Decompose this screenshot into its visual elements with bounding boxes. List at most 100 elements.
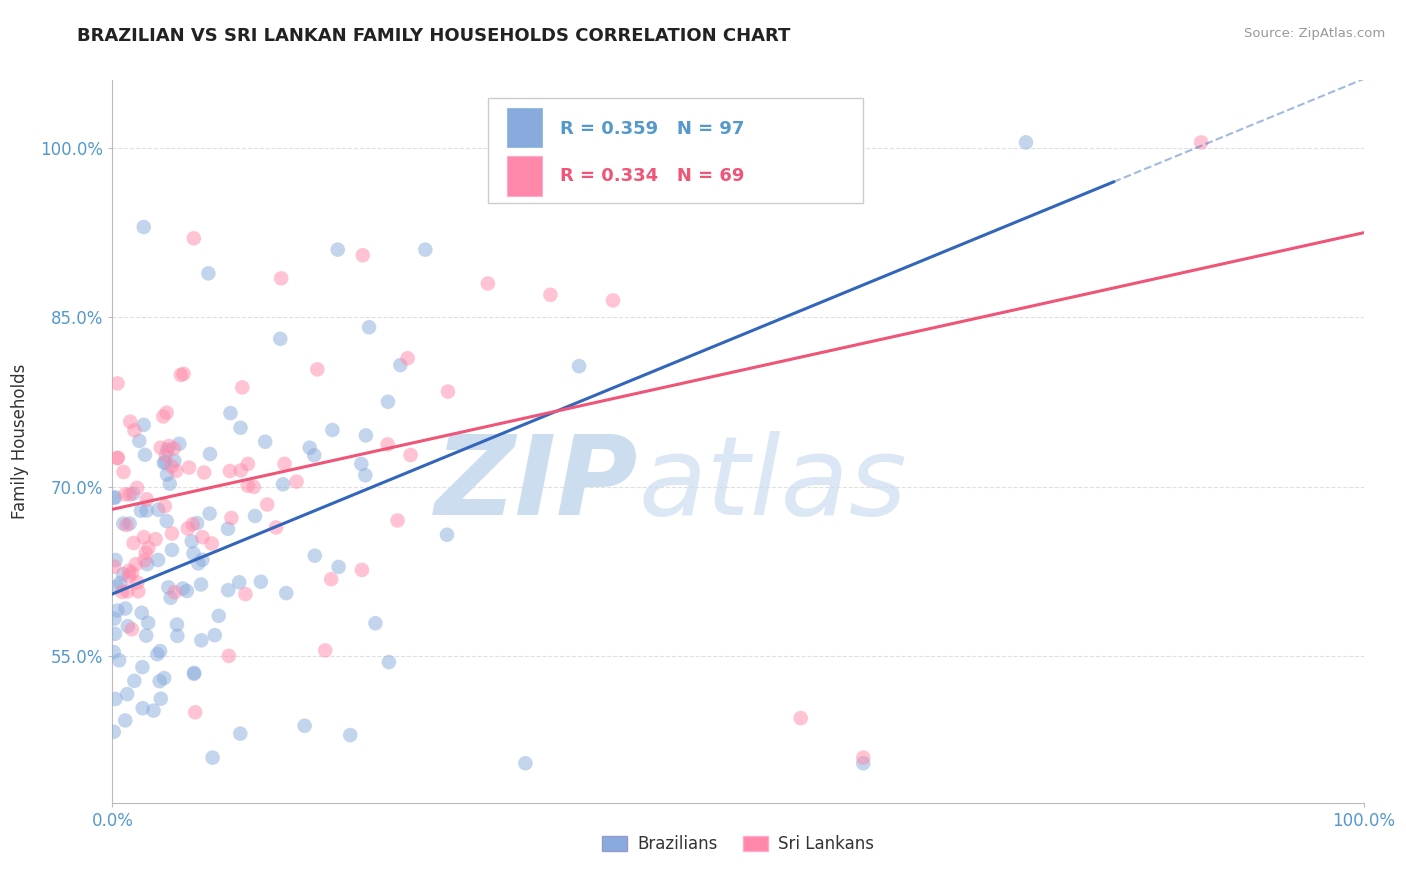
Point bbox=[218, 648, 240, 663]
Point bbox=[160, 459, 183, 474]
Point bbox=[149, 674, 172, 689]
Point bbox=[236, 478, 259, 492]
Point bbox=[160, 543, 183, 558]
Point bbox=[153, 456, 176, 470]
Point bbox=[276, 586, 298, 600]
Point bbox=[131, 660, 153, 674]
Point bbox=[114, 487, 136, 501]
Point bbox=[122, 486, 145, 500]
Point bbox=[134, 553, 156, 567]
Point bbox=[204, 628, 226, 642]
Point bbox=[437, 384, 460, 399]
Point bbox=[107, 450, 129, 465]
Point bbox=[149, 441, 172, 455]
Point bbox=[134, 448, 156, 462]
Point bbox=[270, 271, 292, 285]
Text: BRAZILIAN VS SRI LANKAN FAMILY HOUSEHOLDS CORRELATION CHART: BRAZILIAN VS SRI LANKAN FAMILY HOUSEHOLD… bbox=[77, 27, 790, 45]
Point bbox=[208, 608, 231, 623]
Point bbox=[148, 502, 170, 516]
Bar bbox=[506, 108, 541, 147]
Point bbox=[114, 714, 136, 728]
Point bbox=[314, 643, 336, 657]
Point bbox=[173, 367, 195, 381]
Point bbox=[156, 514, 179, 528]
Point bbox=[163, 442, 186, 456]
Point bbox=[377, 437, 399, 451]
Point bbox=[163, 585, 186, 599]
Point bbox=[219, 464, 242, 478]
Point bbox=[129, 504, 152, 518]
Text: ZIP: ZIP bbox=[434, 432, 638, 539]
Point bbox=[176, 584, 198, 599]
Point bbox=[121, 622, 143, 636]
Point bbox=[107, 603, 129, 617]
Point bbox=[187, 557, 209, 571]
Point bbox=[103, 645, 125, 659]
Y-axis label: Family Households: Family Households bbox=[11, 364, 30, 519]
Point bbox=[112, 516, 135, 531]
Point bbox=[219, 406, 242, 420]
Point bbox=[170, 368, 193, 382]
Point bbox=[157, 439, 180, 453]
Point bbox=[118, 487, 141, 501]
Point bbox=[114, 601, 136, 615]
Point bbox=[127, 575, 149, 590]
Point bbox=[190, 633, 212, 648]
Point bbox=[235, 587, 257, 601]
Point bbox=[172, 582, 194, 596]
Point bbox=[321, 572, 343, 586]
Bar bbox=[506, 156, 541, 196]
Point bbox=[131, 701, 153, 715]
Point bbox=[1015, 136, 1038, 150]
Point bbox=[156, 442, 179, 457]
Point bbox=[152, 409, 174, 424]
Point bbox=[127, 584, 149, 599]
Point bbox=[107, 376, 129, 391]
Text: Source: ZipAtlas.com: Source: ZipAtlas.com bbox=[1244, 27, 1385, 40]
Point bbox=[153, 499, 176, 513]
Point bbox=[118, 569, 141, 583]
Point bbox=[298, 441, 321, 455]
Point bbox=[146, 553, 169, 567]
Text: R = 0.359   N = 97: R = 0.359 N = 97 bbox=[561, 120, 745, 138]
Point bbox=[125, 557, 148, 571]
Point bbox=[304, 549, 326, 563]
Point bbox=[350, 457, 373, 471]
Point bbox=[121, 566, 143, 580]
Point bbox=[1189, 136, 1212, 150]
Point bbox=[352, 248, 374, 262]
Point bbox=[285, 475, 308, 489]
Point bbox=[177, 460, 200, 475]
Point bbox=[163, 454, 186, 468]
Point bbox=[201, 750, 224, 764]
FancyBboxPatch shape bbox=[488, 98, 863, 203]
Point bbox=[354, 428, 377, 442]
Point bbox=[111, 585, 134, 599]
Point bbox=[159, 591, 181, 605]
Point bbox=[159, 476, 181, 491]
Point bbox=[180, 534, 202, 549]
Point bbox=[294, 719, 316, 733]
Text: R = 0.334   N = 69: R = 0.334 N = 69 bbox=[561, 168, 745, 186]
Point bbox=[112, 465, 135, 479]
Point bbox=[115, 518, 138, 533]
Point bbox=[181, 517, 204, 532]
Point bbox=[122, 536, 145, 550]
Point bbox=[364, 616, 387, 631]
Point bbox=[328, 560, 350, 574]
Point bbox=[242, 480, 264, 494]
Point bbox=[149, 644, 172, 658]
Point bbox=[354, 468, 377, 483]
Point bbox=[243, 508, 266, 523]
Point bbox=[198, 447, 221, 461]
Point bbox=[183, 231, 205, 245]
Point bbox=[186, 516, 208, 530]
Point bbox=[104, 627, 127, 641]
Point bbox=[197, 266, 219, 280]
Point bbox=[104, 692, 127, 706]
Point bbox=[190, 577, 212, 591]
Point bbox=[118, 516, 141, 531]
Point bbox=[389, 358, 412, 372]
Point bbox=[169, 436, 191, 450]
Point bbox=[135, 492, 157, 507]
